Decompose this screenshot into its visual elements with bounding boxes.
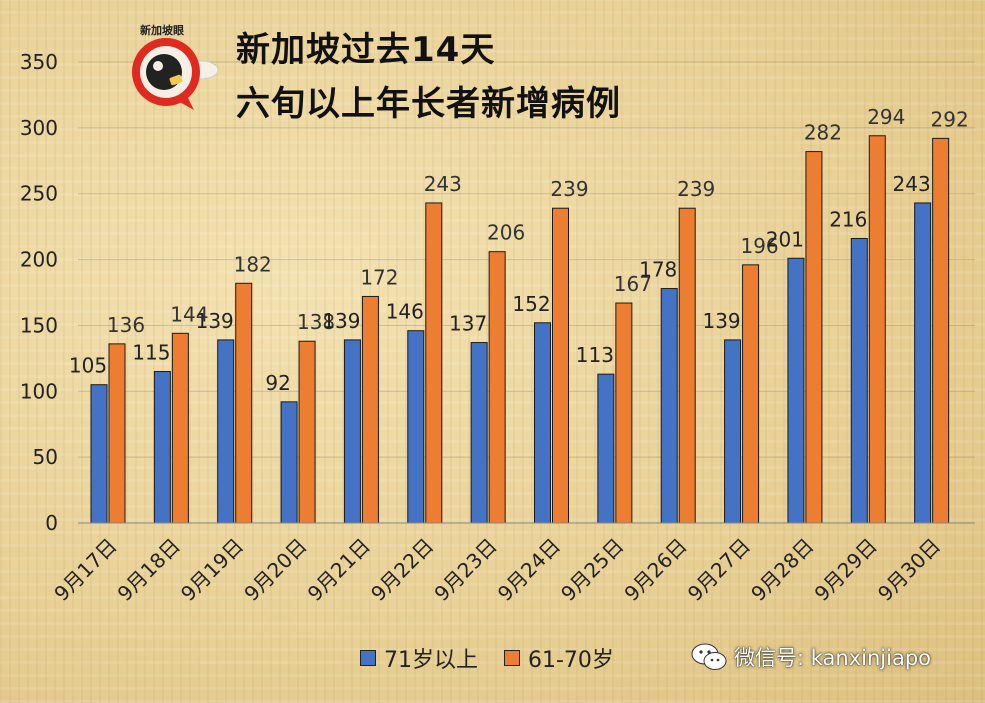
- bar-series-b: [171, 332, 189, 524]
- data-label-series-b: 182: [234, 252, 272, 276]
- bar-series-b: [552, 207, 569, 524]
- bar-series-a: [914, 202, 932, 524]
- data-label-series-a: 201: [766, 227, 804, 251]
- bar-series-a: [407, 330, 425, 524]
- bar-series-b: [742, 264, 760, 524]
- bar-series-a: [850, 237, 868, 524]
- data-label-series-a: 146: [386, 300, 424, 324]
- bar-series-b: [678, 207, 696, 524]
- data-label-series-a: 216: [829, 207, 867, 231]
- bar-series-b: [425, 202, 443, 524]
- data-label-series-b: 172: [360, 265, 398, 289]
- data-label-series-b: 282: [804, 121, 842, 145]
- x-tick-label: 9月25日: [556, 534, 628, 606]
- x-tick-label: 9月28日: [746, 534, 818, 606]
- legend: 71岁以上 61-70岁: [360, 642, 640, 674]
- y-axis: 0 50 100 150 200 250 300 350: [20, 50, 58, 535]
- y-tick-label: 150: [20, 313, 58, 337]
- x-tick-label: 9月19日: [176, 534, 248, 606]
- bar-series-a: [153, 371, 171, 524]
- x-tick-label: 9月18日: [113, 534, 185, 606]
- bar-series-a: [724, 339, 742, 524]
- bar-series-a: [597, 373, 615, 524]
- x-tick-label: 9月17日: [49, 534, 121, 606]
- wechat-label: 微信号: kanxinjiapo: [734, 646, 932, 670]
- x-tick-label: 9月21日: [303, 534, 375, 606]
- bar-series-b: [615, 302, 633, 524]
- data-label-series-b: 138: [297, 310, 335, 334]
- y-tick-label: 100: [20, 379, 58, 403]
- y-tick-label: 50: [33, 445, 58, 469]
- chart-title-line-2: 六旬以上年长者新增病例: [236, 84, 621, 124]
- x-tick-label: 9月23日: [429, 534, 501, 606]
- wechat-icon: [691, 643, 727, 670]
- data-label-series-a: 113: [576, 343, 614, 367]
- legend-label-series-b: 61-70岁: [528, 648, 614, 673]
- bar-series-a: [534, 322, 551, 524]
- bar-series-b: [108, 343, 126, 524]
- legend-label-series-a: 71岁以上: [384, 648, 478, 673]
- bars: [90, 135, 950, 524]
- legend-swatch-series-a: [360, 650, 376, 666]
- data-label-series-b: 136: [107, 313, 145, 337]
- bar-series-a: [787, 257, 805, 524]
- data-label-series-b: 292: [931, 107, 969, 131]
- x-tick-label: 9月27日: [683, 534, 755, 606]
- y-tick-label: 300: [20, 116, 58, 140]
- y-tick-label: 0: [45, 511, 58, 535]
- x-tick-label: 9月29日: [810, 534, 882, 606]
- y-tick-label: 350: [20, 50, 58, 74]
- data-label-series-b: 294: [867, 105, 905, 129]
- chart-title-line-1: 新加坡过去14天: [236, 30, 496, 70]
- data-label-series-a: 139: [322, 309, 360, 333]
- bar-series-b: [868, 135, 886, 524]
- x-tick-label: 9月20日: [239, 534, 311, 606]
- data-label-series-b: 243: [424, 172, 462, 196]
- x-tick-label: 9月22日: [366, 534, 438, 606]
- x-axis: 9月17日9月18日9月19日9月20日9月21日9月22日9月23日9月24日…: [49, 522, 975, 606]
- data-labels: 1051361151441391829213813917214624313720…: [69, 105, 969, 395]
- bar-series-a: [660, 288, 678, 524]
- wechat-watermark: 微信号: kanxinjiapo: [690, 642, 931, 672]
- x-tick-label: 9月26日: [619, 534, 691, 606]
- bar-series-b: [805, 151, 823, 524]
- data-label-series-a: 105: [69, 354, 107, 378]
- bar-series-b: [235, 282, 253, 524]
- bar-series-a: [343, 339, 361, 524]
- bar-series-a: [470, 342, 488, 524]
- bar-series-a: [217, 339, 235, 524]
- legend-item-series-a: 71岁以上: [360, 642, 478, 674]
- y-tick-label: 250: [20, 182, 58, 206]
- y-tick-label: 200: [20, 248, 58, 272]
- data-label-series-b: 239: [677, 177, 715, 201]
- data-label-series-a: 92: [265, 371, 290, 395]
- legend-swatch-series-b: [504, 650, 520, 666]
- data-label-series-a: 139: [196, 309, 234, 333]
- data-label-series-a: 139: [702, 309, 740, 333]
- data-label-series-a: 152: [512, 292, 550, 316]
- bar-series-b: [932, 137, 950, 524]
- data-label-series-b: 206: [487, 221, 525, 245]
- bar-series-a: [90, 384, 108, 524]
- data-label-series-a: 137: [449, 312, 487, 336]
- legend-item-series-b: 61-70岁: [504, 642, 614, 674]
- logo-icon: [132, 38, 219, 110]
- data-label-series-b: 239: [550, 177, 588, 201]
- data-label-series-a: 115: [132, 341, 170, 365]
- bar-series-b: [488, 251, 506, 524]
- data-label-series-a: 243: [893, 172, 931, 196]
- data-label-series-b: 144: [170, 302, 208, 326]
- data-label-series-a: 178: [639, 258, 677, 282]
- data-label-series-b: 196: [740, 234, 778, 258]
- bar-series-a: [280, 401, 298, 524]
- logo-text: 新加坡眼: [140, 24, 184, 37]
- data-label-series-b: 167: [614, 272, 652, 296]
- x-tick-label: 9月24日: [493, 534, 565, 606]
- x-tick-label: 9月30日: [873, 534, 945, 606]
- bar-series-b: [298, 340, 316, 524]
- bar-series-b: [361, 295, 379, 524]
